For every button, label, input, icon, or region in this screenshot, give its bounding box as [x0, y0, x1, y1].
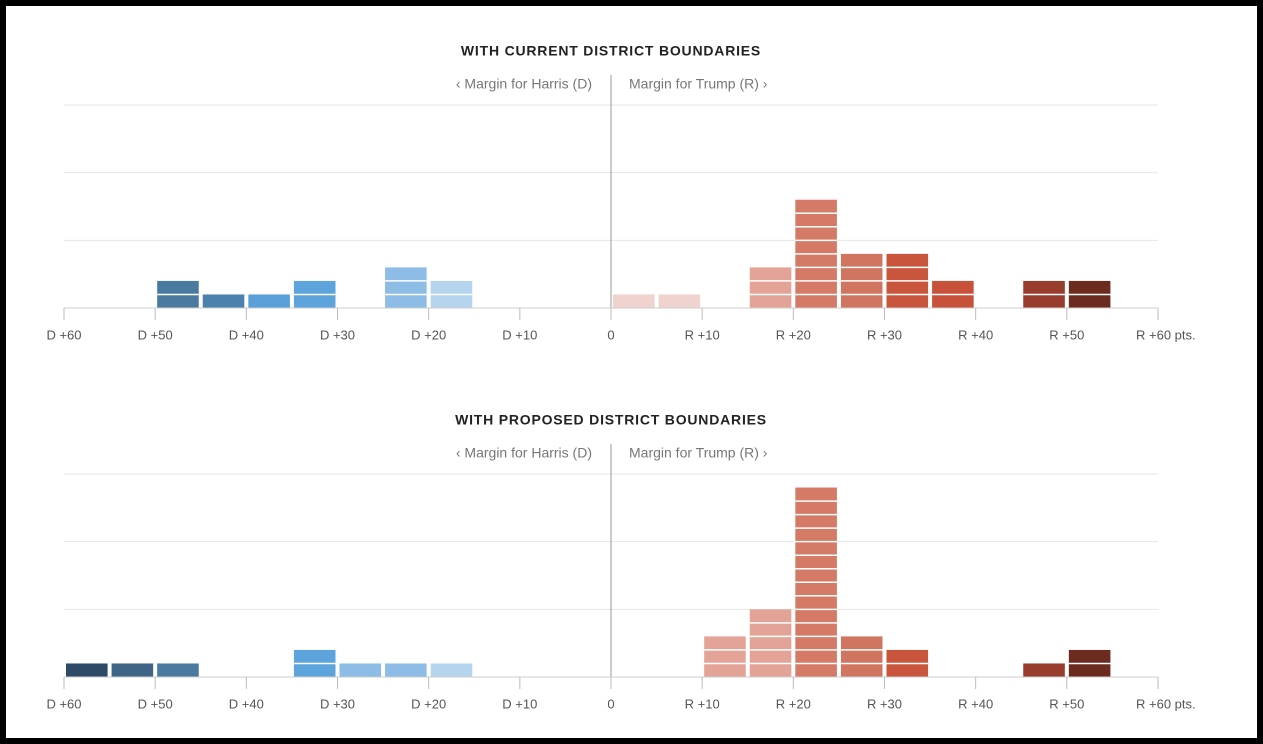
x-tick-label: D +30 — [320, 327, 355, 342]
x-tick-label: R +40 — [958, 696, 993, 711]
chart: WITH CURRENT DISTRICT BOUNDARIES ‹ Margin… — [6, 6, 1257, 738]
chart-title: WITH PROPOSED DISTRICT BOUNDARIES — [455, 412, 767, 428]
bar — [704, 636, 746, 677]
bar — [202, 294, 245, 308]
x-tick-label: R +30 — [867, 327, 902, 342]
x-tick-label: R +30 — [867, 696, 902, 711]
bar — [658, 294, 701, 308]
x-tick-label: 0 — [607, 327, 614, 342]
x-tick-label: D +60 — [46, 696, 81, 711]
bar — [157, 663, 199, 677]
x-tick-label: R +40 — [958, 327, 993, 342]
x-tick-label: D +10 — [502, 696, 537, 711]
right-annotation: Margin for Trump (R) › — [629, 445, 768, 461]
bar — [430, 663, 473, 677]
x-tick-label: D +40 — [229, 327, 264, 342]
x-tick-label: R +10 — [685, 327, 720, 342]
bar — [749, 267, 792, 308]
bar — [1023, 663, 1065, 677]
x-tick-label: R +50 — [1049, 327, 1084, 342]
bar — [385, 663, 427, 677]
x-tick-label: R +60 pts. — [1136, 327, 1196, 342]
left-annotation: ‹ Margin for Harris (D) — [456, 76, 592, 92]
x-tick-label: R +10 — [685, 696, 720, 711]
x-tick-label: R +50 — [1049, 696, 1084, 711]
x-tick-label: D +60 — [46, 327, 81, 342]
x-tick-label: D +50 — [138, 696, 173, 711]
x-tick-label: 0 — [607, 696, 614, 711]
bar — [111, 663, 154, 677]
bar — [840, 636, 883, 677]
x-tick-label: R +60 pts. — [1136, 696, 1196, 711]
bar — [339, 663, 382, 677]
chart-title: WITH CURRENT DISTRICT BOUNDARIES — [461, 43, 761, 59]
x-tick-label: R +20 — [776, 327, 811, 342]
x-tick-label: D +30 — [320, 696, 355, 711]
x-tick-label: D +40 — [229, 696, 264, 711]
x-tick-label: R +20 — [776, 696, 811, 711]
bar — [749, 609, 792, 677]
x-tick-label: D +20 — [411, 327, 446, 342]
bar — [385, 267, 427, 308]
bar — [248, 294, 290, 308]
bar — [613, 294, 655, 308]
right-annotation: Margin for Trump (R) › — [629, 76, 768, 92]
bar — [66, 663, 108, 677]
x-tick-label: D +20 — [411, 696, 446, 711]
left-annotation: ‹ Margin for Harris (D) — [456, 445, 592, 461]
x-tick-label: D +10 — [502, 327, 537, 342]
x-tick-label: D +50 — [138, 327, 173, 342]
